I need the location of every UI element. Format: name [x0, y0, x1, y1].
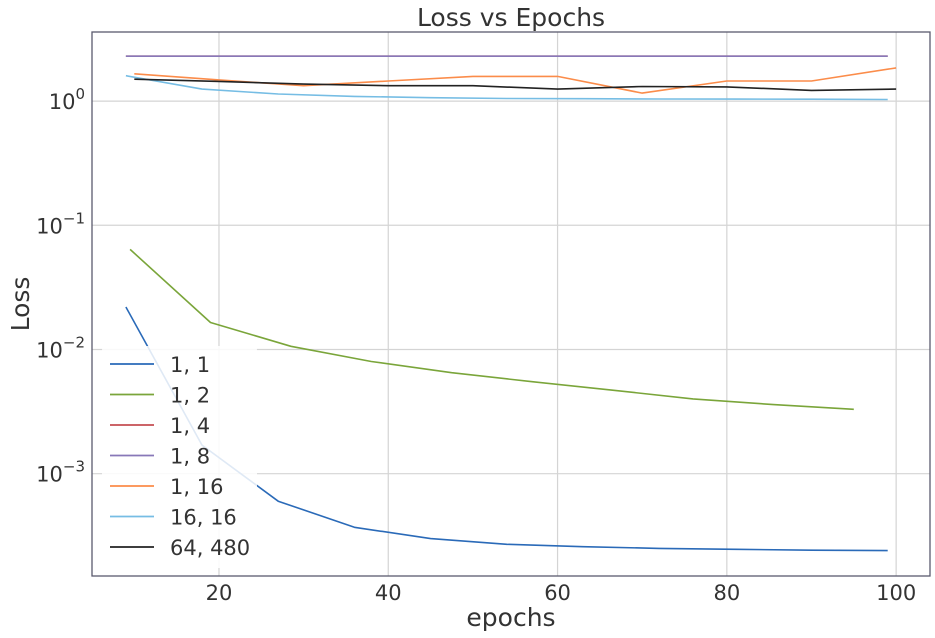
y-tick-base: 10 — [36, 463, 63, 487]
chart-title: Loss vs Epochs — [417, 3, 605, 32]
y-tick-base: 10 — [36, 338, 63, 362]
series-line-7 — [134, 78, 897, 92]
legend-label: 1, 16 — [170, 475, 223, 499]
y-tick-label: 10−3 — [36, 458, 85, 487]
series-line-6 — [125, 74, 888, 101]
x-tick-label: 40 — [375, 581, 402, 605]
y-tick-label: 10−2 — [36, 333, 85, 362]
y-tick-base: 10 — [36, 214, 63, 238]
y-axis-label: Loss — [6, 277, 35, 332]
x-axis-label: epochs — [466, 603, 555, 632]
legend-label: 64, 480 — [170, 536, 250, 560]
x-tick-label: 100 — [876, 581, 916, 605]
legend-box — [102, 346, 257, 568]
legend-items: 1, 1 1, 2 1, 4 1, 8 1, 16 16, 16 64, 480 — [110, 353, 250, 560]
legend-label: 1, 1 — [170, 353, 210, 377]
y-tick-exponent: −3 — [63, 458, 85, 476]
x-tick-label: 20 — [206, 581, 233, 605]
x-tick-labels: 20 40 60 80 100 — [206, 581, 917, 605]
series-layer — [125, 55, 897, 552]
y-tick-exponent: 0 — [75, 85, 85, 103]
x-tick-label: 60 — [544, 581, 571, 605]
plot-frame — [91, 31, 931, 577]
legend-label: 1, 8 — [170, 445, 210, 469]
y-tick-exponent: −2 — [63, 333, 85, 351]
legend-label: 1, 2 — [170, 384, 210, 408]
y-tick-label: 100 — [49, 85, 85, 114]
y-tick-exponent: −1 — [63, 209, 85, 227]
legend: 1, 1 1, 2 1, 4 1, 8 1, 16 16, 16 64, 480 — [102, 346, 257, 568]
legend-label: 1, 4 — [170, 414, 210, 438]
legend-label: 16, 16 — [170, 506, 237, 530]
series-line-2 — [129, 248, 854, 411]
y-tick-label: 10−1 — [36, 209, 85, 238]
y-tick-base: 10 — [49, 90, 76, 114]
x-tick-label: 80 — [713, 581, 740, 605]
